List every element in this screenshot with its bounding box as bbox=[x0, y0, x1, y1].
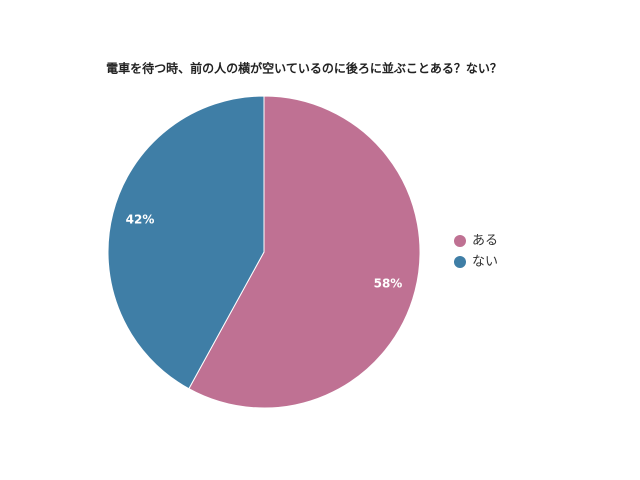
chart-title: 電車を待つ時、前の人の横が空いているのに後ろに並ぶことある？ない？ bbox=[106, 61, 502, 76]
data-label: 58% bbox=[374, 276, 403, 290]
legend-label[interactable]: ない bbox=[472, 255, 498, 270]
data-label: 42% bbox=[126, 213, 155, 227]
pie-slice bbox=[188, 95, 421, 409]
legend-marker[interactable] bbox=[454, 235, 466, 247]
legend-marker[interactable] bbox=[454, 256, 466, 268]
pie-slice bbox=[107, 95, 265, 390]
legend-label[interactable]: ある bbox=[472, 234, 498, 249]
